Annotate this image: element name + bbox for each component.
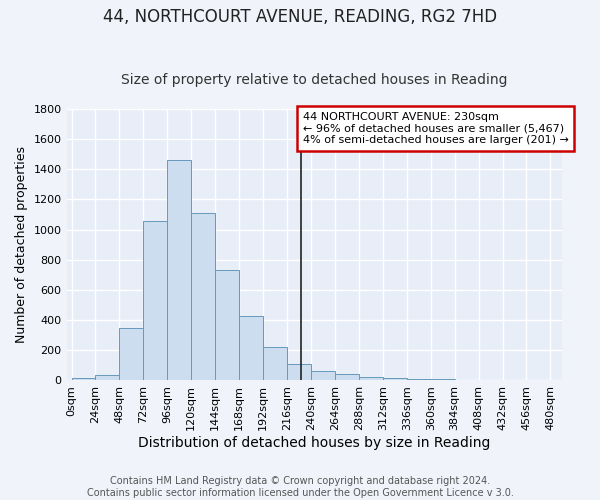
Bar (143, 220, 167, 380)
Bar (95, 375, 119, 380)
Bar (359, 376, 383, 380)
Bar (311, 372, 335, 380)
Bar (71, 378, 95, 380)
Y-axis label: Number of detached properties: Number of detached properties (15, 146, 28, 343)
Bar (383, 378, 407, 380)
Bar (215, 270, 239, 380)
Bar (287, 364, 311, 380)
Title: Size of property relative to detached houses in Reading: Size of property relative to detached ho… (121, 73, 508, 87)
Text: 44 NORTHCOURT AVENUE: 230sqm
← 96% of detached houses are smaller (5,467)
4% of : 44 NORTHCOURT AVENUE: 230sqm ← 96% of de… (303, 112, 569, 145)
Text: Contains HM Land Registry data © Crown copyright and database right 2024.
Contai: Contains HM Land Registry data © Crown c… (86, 476, 514, 498)
Bar (191, 213, 215, 380)
Bar (407, 379, 431, 380)
Bar (263, 348, 287, 380)
X-axis label: Distribution of detached houses by size in Reading: Distribution of detached houses by size … (138, 436, 491, 450)
Bar (119, 328, 143, 380)
Bar (335, 374, 359, 380)
Bar (167, 160, 191, 380)
Text: 44, NORTHCOURT AVENUE, READING, RG2 7HD: 44, NORTHCOURT AVENUE, READING, RG2 7HD (103, 8, 497, 26)
Bar (239, 316, 263, 380)
